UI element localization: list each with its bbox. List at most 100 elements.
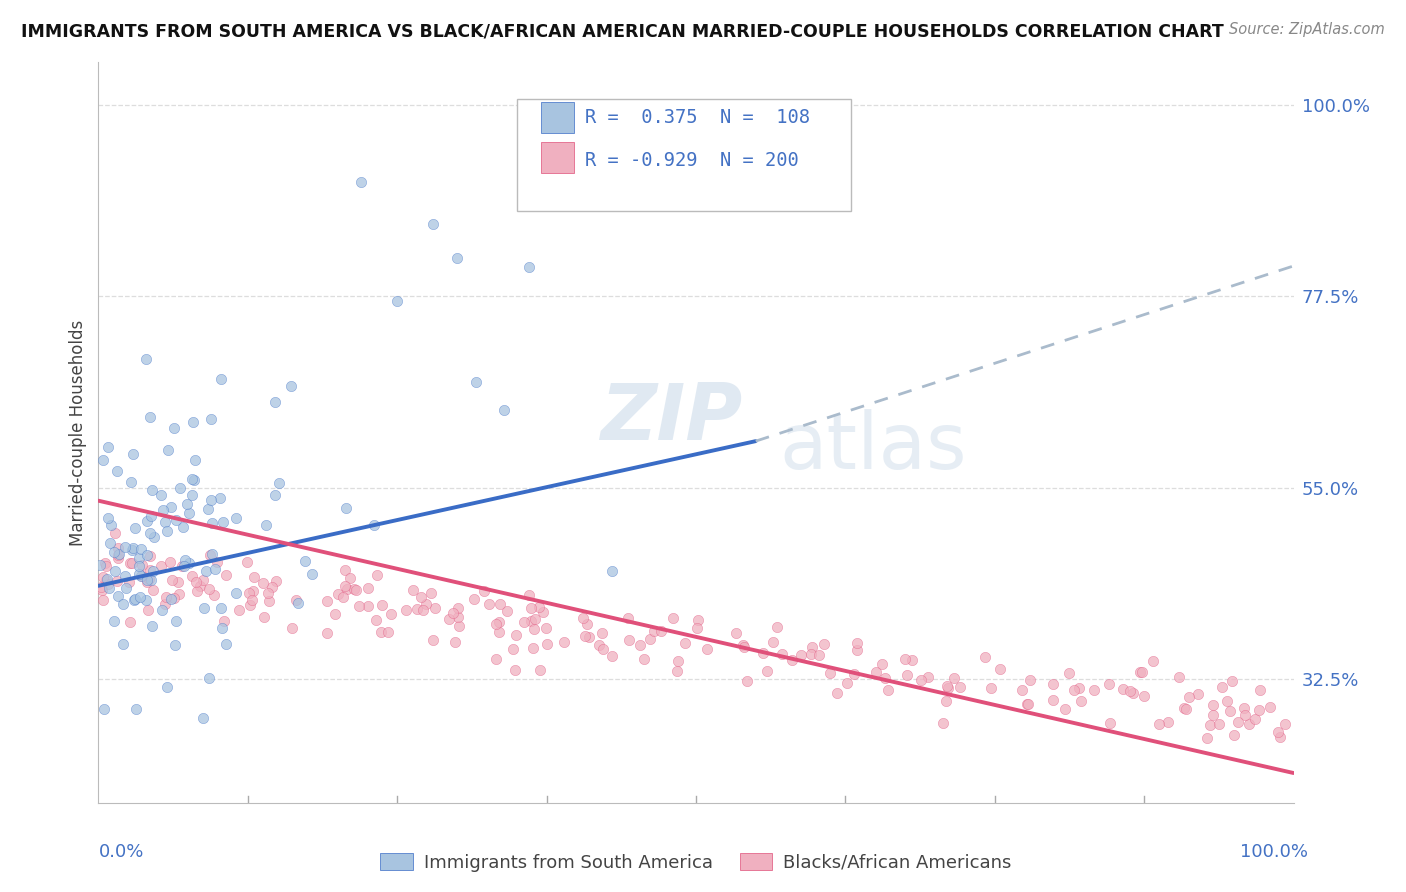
Point <box>1219 704 1241 718</box>
Point <box>1157 715 1180 730</box>
Point <box>156 680 179 694</box>
Point <box>98 536 121 550</box>
Point <box>105 574 128 588</box>
Point <box>665 664 688 678</box>
Point <box>1063 683 1085 698</box>
Point <box>411 590 433 604</box>
Point <box>619 633 641 648</box>
Point <box>1249 682 1271 697</box>
Point <box>395 603 418 617</box>
Point <box>294 554 316 568</box>
Point <box>188 578 211 592</box>
Point <box>485 652 508 666</box>
Point <box>111 636 134 650</box>
Point <box>936 679 959 693</box>
Point <box>94 556 117 570</box>
Point <box>423 601 446 615</box>
Point <box>574 629 596 643</box>
Point <box>488 615 510 630</box>
Text: R =  0.375: R = 0.375 <box>585 109 697 128</box>
Point <box>121 556 143 570</box>
Point <box>770 647 793 661</box>
Point <box>415 597 437 611</box>
Point <box>193 711 215 725</box>
Point <box>129 541 152 556</box>
Point <box>685 621 707 635</box>
Point <box>688 613 710 627</box>
Point <box>818 666 841 681</box>
Point <box>235 555 257 569</box>
Point <box>1070 694 1092 708</box>
Point <box>120 556 142 570</box>
Point <box>1239 717 1261 731</box>
Point <box>877 683 900 698</box>
Point <box>917 670 939 684</box>
Point <box>600 648 623 663</box>
Point <box>347 599 370 614</box>
Point <box>675 636 697 650</box>
Text: IMMIGRANTS FROM SOUTH AMERICA VS BLACK/AFRICAN AMERICAN MARRIED-COUPLE HOUSEHOLD: IMMIGRANTS FROM SOUTH AMERICA VS BLACK/A… <box>21 22 1223 40</box>
Point <box>183 452 205 467</box>
Point <box>128 567 150 582</box>
Point <box>492 403 515 417</box>
Point <box>973 649 995 664</box>
Point <box>1142 654 1164 668</box>
Point <box>842 666 865 681</box>
Point <box>134 592 156 607</box>
Point <box>588 639 610 653</box>
Text: R = -0.929: R = -0.929 <box>585 151 697 169</box>
Point <box>155 590 177 604</box>
Point <box>163 591 186 605</box>
Point <box>578 630 600 644</box>
Point <box>228 603 250 617</box>
Point <box>204 562 226 576</box>
Point <box>1168 670 1191 684</box>
Point <box>517 260 540 274</box>
Point <box>1133 689 1156 703</box>
Point <box>1067 681 1090 696</box>
FancyBboxPatch shape <box>517 99 852 211</box>
Point <box>1054 702 1077 716</box>
Point <box>896 668 918 682</box>
Point <box>96 572 118 586</box>
Point <box>124 591 146 606</box>
Point <box>209 372 232 386</box>
Point <box>529 600 551 615</box>
Point <box>1258 700 1281 714</box>
Point <box>315 626 337 640</box>
Point <box>441 607 464 621</box>
Point <box>496 604 519 618</box>
Point <box>1211 680 1233 694</box>
Point <box>136 573 159 587</box>
Point <box>1130 665 1153 679</box>
Point <box>949 680 972 694</box>
Point <box>766 620 789 634</box>
Point <box>179 506 201 520</box>
Point <box>845 643 868 657</box>
Point <box>259 594 281 608</box>
Point <box>253 610 276 624</box>
Point <box>1187 687 1209 701</box>
Point <box>377 625 399 640</box>
Point <box>326 587 349 601</box>
Point <box>1208 717 1230 731</box>
FancyBboxPatch shape <box>541 102 574 133</box>
Point <box>181 488 204 502</box>
Point <box>209 600 232 615</box>
Point <box>93 702 115 716</box>
Point <box>894 651 917 665</box>
Point <box>252 576 274 591</box>
Point <box>121 543 143 558</box>
Point <box>269 475 291 490</box>
Point <box>942 671 965 685</box>
Point <box>336 582 359 597</box>
Point <box>357 599 380 614</box>
Point <box>128 551 150 566</box>
Point <box>107 541 129 556</box>
Point <box>100 518 122 533</box>
Point <box>801 640 824 654</box>
Point <box>242 584 264 599</box>
Point <box>200 549 222 563</box>
Point <box>254 517 277 532</box>
Point <box>141 509 163 524</box>
